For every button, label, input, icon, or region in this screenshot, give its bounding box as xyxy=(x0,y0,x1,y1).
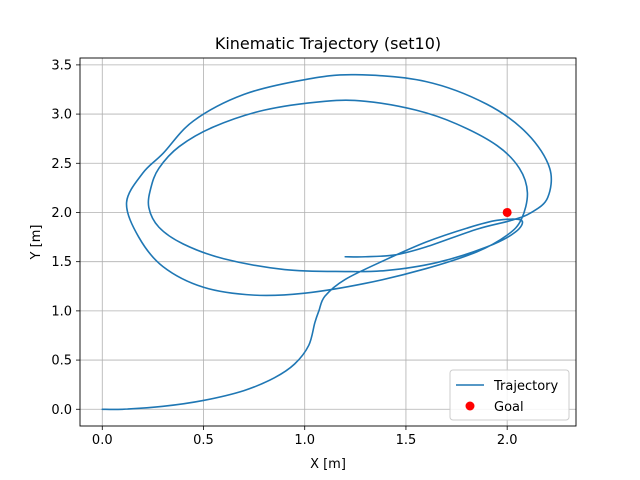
y-tick-label: 2.5 xyxy=(51,157,72,172)
y-tick-label: 0.5 xyxy=(51,354,72,369)
y-tick-label: 1.0 xyxy=(51,304,72,319)
legend-trajectory-label: Trajectory xyxy=(493,379,558,394)
axis-ticks: 0.0 0.5 1.0 1.5 2.0 0.0 0.5 1.0 1.5 2.0 2.5 3.0 3.5 xyxy=(51,58,517,448)
grid xyxy=(80,58,576,426)
y-tick-label: 2.0 xyxy=(51,206,72,221)
x-axis-label: X [m] xyxy=(310,457,346,472)
goal-marker xyxy=(502,207,512,217)
x-tick-label: 1.5 xyxy=(396,433,417,448)
x-tick-label: 1.0 xyxy=(294,433,315,448)
y-tick-label: 1.5 xyxy=(51,255,72,270)
y-tick-label: 0.0 xyxy=(51,403,72,418)
x-tick-label: 0.0 xyxy=(92,433,113,448)
x-tick-label: 2.0 xyxy=(497,433,518,448)
plot-frame xyxy=(79,57,577,427)
legend: Trajectory Goal xyxy=(449,369,570,421)
x-tick-label: 0.5 xyxy=(193,433,214,448)
legend-box xyxy=(449,369,570,421)
y-axis-label: Y [m] xyxy=(29,225,44,261)
y-tick-label: 3.5 xyxy=(51,58,72,73)
trajectory-line xyxy=(101,73,553,411)
y-tick-label: 3.0 xyxy=(51,108,72,123)
legend-goal-swatch xyxy=(465,401,475,411)
legend-goal-label: Goal xyxy=(494,400,524,415)
chart-title: Kinematic Trajectory (set10) xyxy=(215,34,441,53)
